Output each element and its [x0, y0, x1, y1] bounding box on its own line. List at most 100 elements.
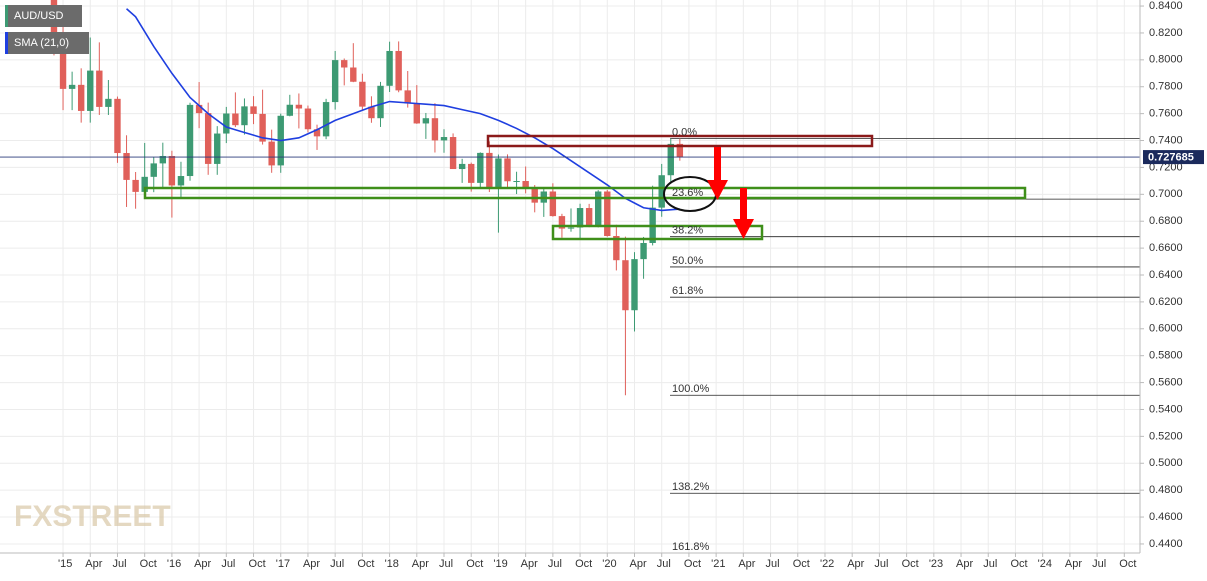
- legend-label: AUD/USD: [14, 10, 64, 22]
- y-tick-label: 0.7000: [1149, 188, 1183, 200]
- candle-body: [96, 70, 103, 107]
- last-price-box: [1143, 150, 1204, 165]
- candle-body: [168, 155, 176, 186]
- sma-line: [126, 8, 680, 212]
- x-tick-label: Apr: [194, 558, 211, 570]
- y-tick-label: 0.6200: [1149, 296, 1183, 308]
- candle-body: [77, 84, 85, 111]
- x-tick-label: Oct: [1010, 558, 1027, 570]
- y-tick-label: 0.5200: [1149, 430, 1183, 442]
- legend-label: SMA (21,0): [14, 37, 69, 49]
- x-tick-label: '18: [385, 558, 399, 570]
- candle-body: [223, 113, 230, 134]
- candle-body: [522, 181, 529, 188]
- candle-body: [368, 106, 375, 119]
- candle-body: [504, 158, 511, 182]
- y-tick-label: 0.7600: [1149, 108, 1183, 120]
- candle-body: [422, 118, 430, 124]
- legend-box: [5, 32, 89, 54]
- candle-body: [304, 108, 312, 130]
- candle-body: [640, 242, 647, 260]
- x-tick-label: Oct: [1119, 558, 1136, 570]
- x-tick-label: Apr: [521, 558, 538, 570]
- candle-body: [350, 67, 357, 82]
- candle-body: [359, 81, 366, 107]
- candle-body: [268, 141, 275, 166]
- legend-box: [5, 5, 82, 27]
- fib-label: 61.8%: [672, 285, 703, 297]
- candle-body: [667, 143, 674, 176]
- candle-body: [440, 137, 448, 141]
- x-tick-label: '20: [602, 558, 616, 570]
- candle-body: [322, 102, 330, 137]
- candle-body: [114, 98, 121, 154]
- fib-label: 0.0%: [672, 127, 697, 139]
- support-box: [551, 224, 764, 241]
- axis-labels: 0.4400 0.4600 0.4800 0.5000 0.5200 0.5400 0.56…: [58, 0, 1183, 570]
- x-tick-label: Jul: [1092, 558, 1106, 570]
- x-tick-label: '15: [58, 558, 72, 570]
- y-tick-label: 0.6000: [1149, 323, 1183, 335]
- candle-body: [386, 50, 393, 86]
- y-tick-label: 0.8400: [1149, 0, 1183, 12]
- candle-body: [141, 176, 148, 192]
- x-tick-label: '17: [276, 558, 290, 570]
- x-tick-label: Oct: [793, 558, 810, 570]
- annotations: [143, 134, 1027, 241]
- candle-body: [468, 163, 475, 183]
- candle-body: [431, 118, 439, 141]
- resistance-box: [486, 134, 874, 148]
- support-box: [143, 186, 1027, 200]
- x-tick-label: Jul: [112, 558, 126, 570]
- y-tick-label: 0.4400: [1149, 538, 1183, 550]
- fib-label: 138.2%: [672, 481, 710, 493]
- candle-body: [241, 106, 248, 126]
- watermark: FXSTREET: [14, 500, 171, 533]
- candle-body: [195, 104, 203, 114]
- x-tick-label: Jul: [983, 558, 997, 570]
- x-tick-label: '22: [820, 558, 834, 570]
- x-tick-label: '16: [167, 558, 181, 570]
- candle-body: [495, 158, 502, 189]
- candle-body: [458, 163, 466, 170]
- candle-body: [68, 84, 76, 89]
- candle-body: [232, 113, 239, 126]
- candle-body: [132, 179, 139, 192]
- candle-body: [331, 60, 339, 103]
- candle-body: [558, 216, 566, 229]
- y-tick-label: 0.7400: [1149, 134, 1183, 146]
- candle-body: [613, 236, 620, 261]
- candle-body: [486, 152, 493, 189]
- x-tick-label: Oct: [575, 558, 592, 570]
- candle-body: [295, 104, 303, 109]
- x-tick-label: Apr: [1065, 558, 1082, 570]
- candle-body: [313, 129, 321, 137]
- x-tick-label: Apr: [956, 558, 973, 570]
- fib-label: 23.6%: [672, 187, 703, 199]
- candle-body: [549, 191, 557, 217]
- candle-body: [186, 104, 194, 177]
- x-tick-label: Apr: [629, 558, 646, 570]
- candle-body: [87, 70, 94, 111]
- x-tick-label: '19: [493, 558, 507, 570]
- candle-body: [595, 191, 602, 227]
- candle-body: [567, 227, 575, 229]
- candle-body: [177, 176, 185, 186]
- candle-body: [159, 155, 167, 164]
- y-tick-label: 0.5400: [1149, 403, 1183, 415]
- x-tick-label: Jul: [548, 558, 562, 570]
- x-tick-label: Oct: [140, 558, 157, 570]
- candle-body: [449, 137, 457, 170]
- y-tick-label: 0.4600: [1149, 511, 1183, 523]
- y-tick-label: 0.4800: [1149, 484, 1183, 496]
- y-tick-label: 0.8200: [1149, 27, 1183, 39]
- y-tick-label: 0.7800: [1149, 81, 1183, 93]
- x-tick-label: Jul: [766, 558, 780, 570]
- x-tick-label: Jul: [874, 558, 888, 570]
- y-tick-label: 0.6800: [1149, 215, 1183, 227]
- candle-body: [631, 259, 638, 311]
- candle-body: [404, 90, 411, 104]
- x-tick-label: Jul: [221, 558, 235, 570]
- candles: [0, 0, 1140, 396]
